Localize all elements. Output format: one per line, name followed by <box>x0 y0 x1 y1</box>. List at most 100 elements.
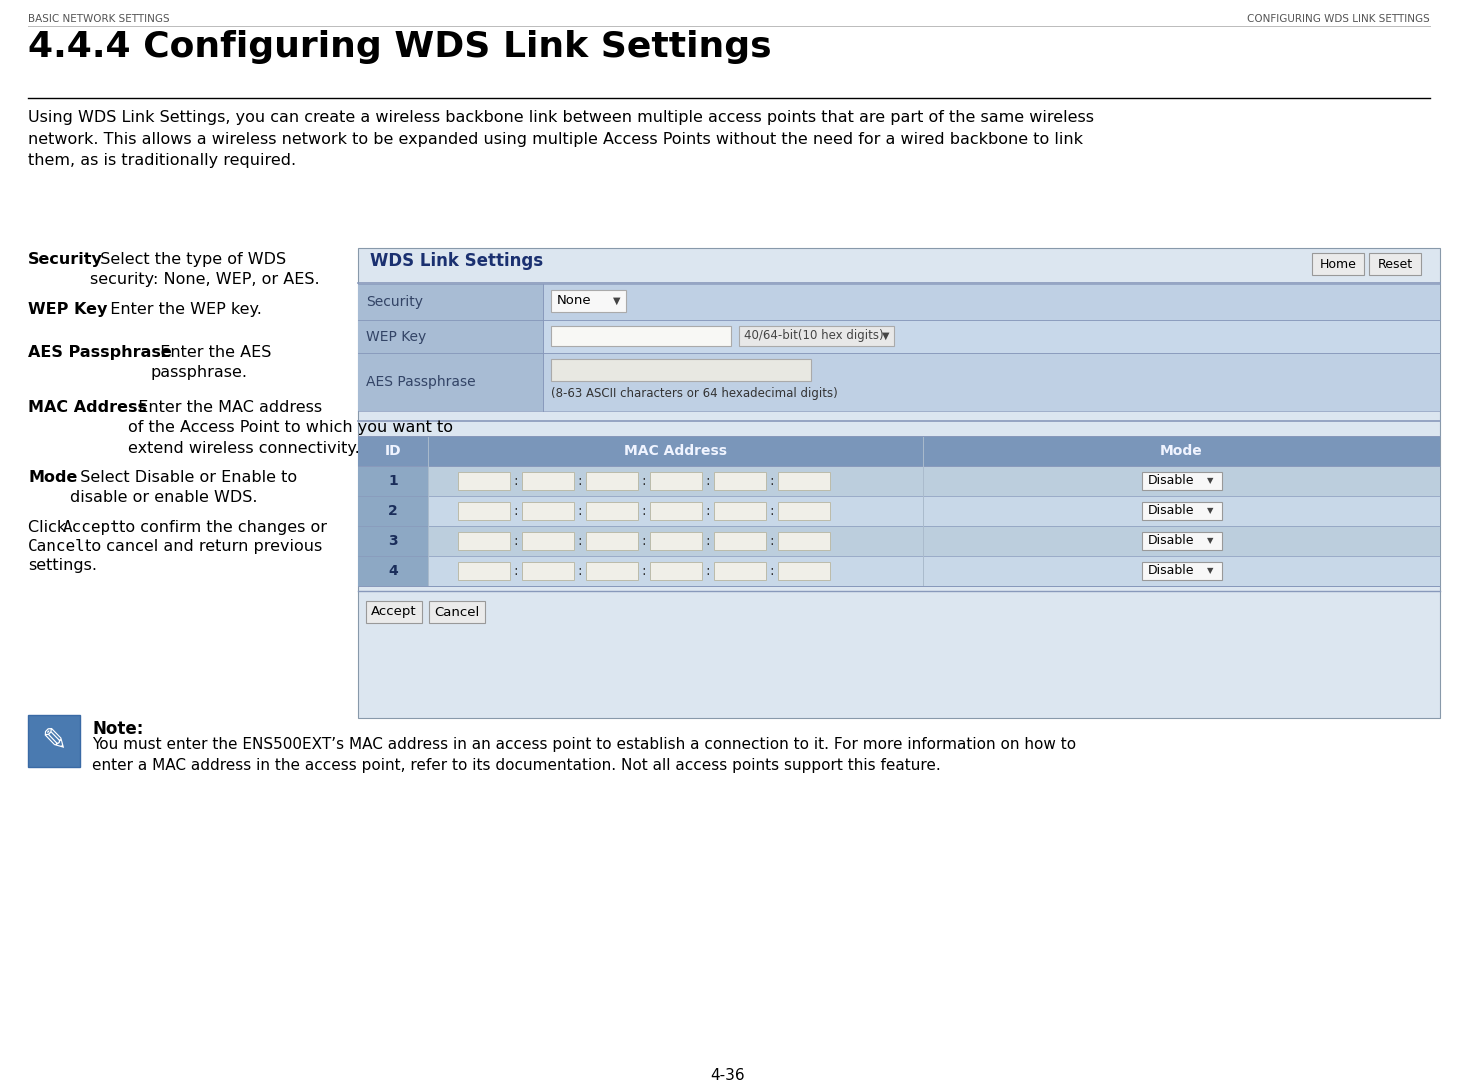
Bar <box>358 249 1440 718</box>
FancyBboxPatch shape <box>366 601 423 623</box>
Text: ID: ID <box>385 444 401 458</box>
Bar <box>714 502 766 520</box>
Text: :: : <box>577 564 583 578</box>
FancyBboxPatch shape <box>551 290 627 312</box>
Bar <box>522 472 574 490</box>
Bar <box>586 472 638 490</box>
Text: AES Passphrase: AES Passphrase <box>366 375 475 389</box>
Bar <box>358 526 428 556</box>
Bar <box>522 562 574 580</box>
Text: ✎: ✎ <box>41 727 67 755</box>
Text: Reset: Reset <box>1377 257 1413 270</box>
Text: Mode: Mode <box>28 470 77 485</box>
Bar <box>778 562 830 580</box>
Text: You must enter the ENS500EXT’s MAC address in an access point to establish a con: You must enter the ENS500EXT’s MAC addre… <box>92 737 1077 773</box>
Text: :: : <box>769 534 774 548</box>
Bar <box>650 532 702 550</box>
Text: Note:: Note: <box>92 720 143 738</box>
Text: 40/64-bit(10 hex digits): 40/64-bit(10 hex digits) <box>745 329 883 342</box>
Bar <box>358 526 1440 556</box>
Text: Select the type of WDS
security: None, WEP, or AES.: Select the type of WDS security: None, W… <box>90 252 319 288</box>
Text: 3: 3 <box>388 534 398 548</box>
Text: WEP Key: WEP Key <box>366 329 427 343</box>
Text: Mode: Mode <box>1160 444 1203 458</box>
FancyBboxPatch shape <box>1141 562 1221 580</box>
Bar <box>28 715 80 767</box>
Text: :: : <box>705 474 711 488</box>
Text: MAC Address: MAC Address <box>624 444 727 458</box>
Text: Cancel: Cancel <box>28 538 86 554</box>
Text: :: : <box>769 504 774 518</box>
Text: Disable: Disable <box>1148 474 1193 487</box>
Bar <box>358 353 543 411</box>
Text: :: : <box>577 504 583 518</box>
Text: WEP Key: WEP Key <box>28 302 108 317</box>
Text: :: : <box>641 534 647 548</box>
Text: :: : <box>705 534 711 548</box>
Bar <box>358 353 1440 411</box>
Bar <box>358 320 1440 353</box>
Bar <box>714 532 766 550</box>
Text: Disable: Disable <box>1148 565 1193 578</box>
Text: ▼: ▼ <box>1206 567 1214 576</box>
Text: settings.: settings. <box>28 558 98 573</box>
Bar <box>586 562 638 580</box>
Text: Cancel: Cancel <box>434 606 479 618</box>
Bar <box>358 284 543 320</box>
Text: :: : <box>705 564 711 578</box>
Bar <box>358 496 1440 526</box>
Bar <box>778 532 830 550</box>
Bar <box>358 467 428 496</box>
Text: :: : <box>514 474 519 488</box>
Text: Enter the AES
passphrase.: Enter the AES passphrase. <box>150 346 271 380</box>
Text: :: : <box>577 534 583 548</box>
FancyBboxPatch shape <box>1311 253 1364 275</box>
Text: CONFIGURING WDS LINK SETTINGS: CONFIGURING WDS LINK SETTINGS <box>1247 14 1429 24</box>
Bar <box>714 472 766 490</box>
Bar <box>714 562 766 580</box>
Text: ▼: ▼ <box>1206 476 1214 485</box>
Text: Disable: Disable <box>1148 505 1193 518</box>
Text: to confirm the changes or: to confirm the changes or <box>114 520 326 535</box>
FancyBboxPatch shape <box>428 601 485 623</box>
Text: BASIC NETWORK SETTINGS: BASIC NETWORK SETTINGS <box>28 14 169 24</box>
Text: ▼: ▼ <box>881 331 889 341</box>
Bar <box>586 532 638 550</box>
Bar <box>650 502 702 520</box>
Bar <box>358 436 1440 467</box>
Text: Select Disable or Enable to
disable or enable WDS.: Select Disable or Enable to disable or e… <box>70 470 297 506</box>
Text: Accept: Accept <box>63 520 121 535</box>
Bar <box>778 472 830 490</box>
FancyBboxPatch shape <box>1370 253 1421 275</box>
Bar <box>457 472 510 490</box>
FancyBboxPatch shape <box>739 326 895 346</box>
Text: 1: 1 <box>388 474 398 488</box>
Text: WDS Link Settings: WDS Link Settings <box>370 252 543 270</box>
Bar <box>358 496 428 526</box>
FancyBboxPatch shape <box>1141 472 1221 490</box>
Text: AES Passphrase: AES Passphrase <box>28 346 172 360</box>
FancyBboxPatch shape <box>551 359 812 382</box>
Text: 4: 4 <box>388 564 398 578</box>
FancyBboxPatch shape <box>551 326 731 346</box>
Text: None: None <box>557 294 592 307</box>
Text: ▼: ▼ <box>612 296 621 306</box>
Text: ▼: ▼ <box>1206 536 1214 545</box>
Text: :: : <box>514 504 519 518</box>
Text: :: : <box>514 564 519 578</box>
Text: :: : <box>705 504 711 518</box>
Text: :: : <box>641 504 647 518</box>
Text: Click: Click <box>28 520 71 535</box>
Text: 4.4.4 Configuring WDS Link Settings: 4.4.4 Configuring WDS Link Settings <box>28 31 772 64</box>
Text: :: : <box>577 474 583 488</box>
Bar <box>457 532 510 550</box>
Text: 2: 2 <box>388 504 398 518</box>
Text: :: : <box>769 564 774 578</box>
Text: :: : <box>769 474 774 488</box>
FancyBboxPatch shape <box>1141 502 1221 520</box>
Text: :: : <box>641 474 647 488</box>
Bar <box>778 502 830 520</box>
Text: :: : <box>641 564 647 578</box>
Text: Security: Security <box>366 295 423 308</box>
Bar <box>358 556 428 586</box>
